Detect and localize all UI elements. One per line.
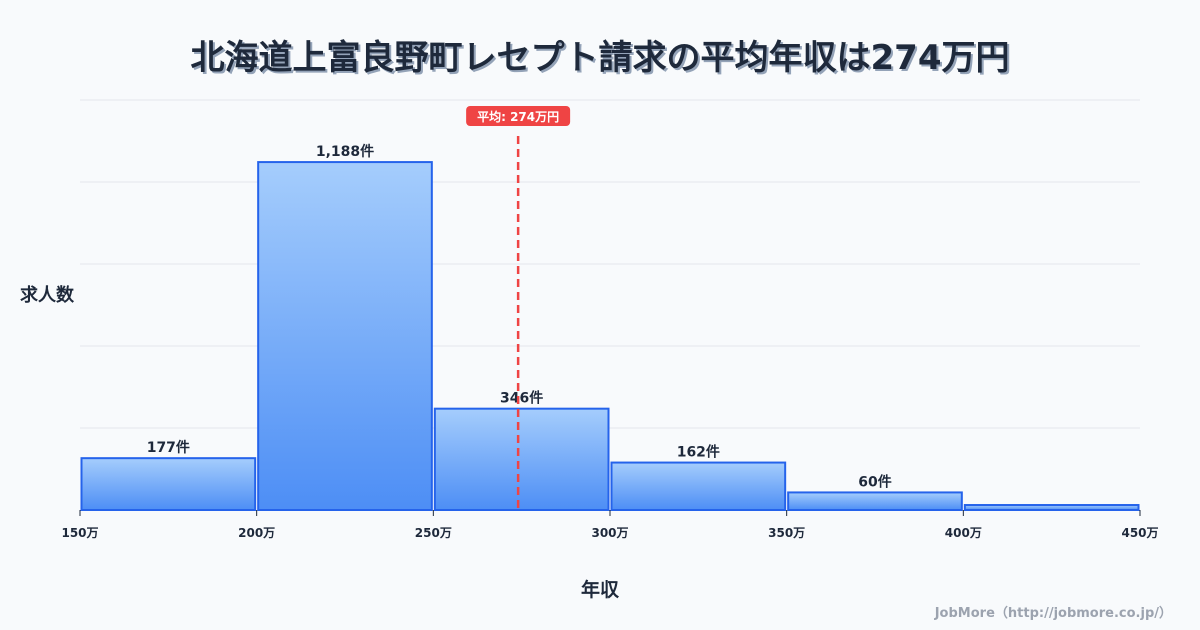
tick-label: 450万 bbox=[1121, 526, 1158, 540]
histogram-bar bbox=[787, 491, 963, 511]
source-credit: JobMore（http://jobmore.co.jp/） bbox=[934, 606, 1172, 621]
bar-value-label: 162件 bbox=[677, 444, 720, 461]
tick-label: 150万 bbox=[61, 526, 98, 540]
average-line: 平均: 274万円 bbox=[466, 106, 571, 510]
tick-label: 300万 bbox=[591, 526, 628, 540]
histogram-bar bbox=[963, 504, 1140, 511]
average-badge bbox=[466, 106, 571, 126]
histogram-bar bbox=[257, 161, 433, 511]
y-axis-label: 求人数 bbox=[20, 285, 74, 306]
tick-label: 250万 bbox=[415, 526, 452, 540]
average-badge-label: 平均: 274万円 bbox=[477, 109, 559, 124]
x-axis-ticks: 150万 200万 250万 300万 350万 400万 450万 bbox=[61, 510, 1159, 540]
x-axis-label: 年収 bbox=[580, 579, 619, 601]
bar-value-label: 1,188件 bbox=[316, 143, 374, 160]
chart-title: 北海道上富良野町レセプト請求の平均年収は274万円 bbox=[190, 38, 1010, 78]
bar-value-label: 346件 bbox=[500, 390, 543, 407]
bars: 177件 1,188件 346件 162件 60件 bbox=[80, 143, 1140, 511]
bar-value-label: 177件 bbox=[147, 439, 190, 456]
histogram-bar bbox=[80, 457, 257, 511]
bar-value-label: 60件 bbox=[858, 473, 891, 490]
tick-label: 200万 bbox=[238, 526, 275, 540]
grid-lines bbox=[80, 99, 1140, 429]
histogram-bar bbox=[610, 461, 787, 511]
tick-label: 350万 bbox=[768, 526, 805, 540]
tick-label: 400万 bbox=[945, 526, 982, 540]
histogram-bar bbox=[433, 407, 610, 511]
